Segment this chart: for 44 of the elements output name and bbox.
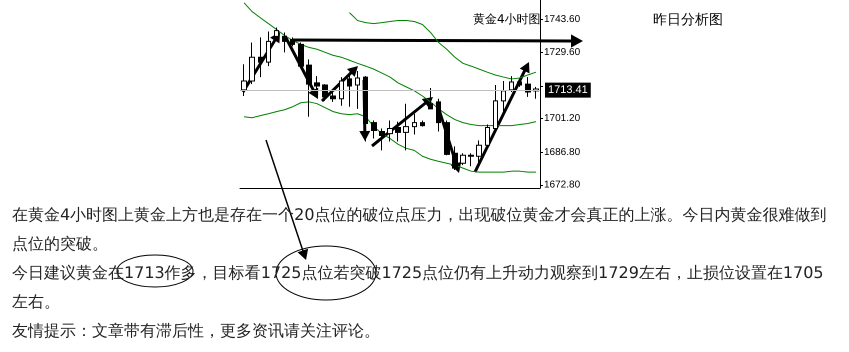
candlestick [509,76,514,93]
candlestick [241,64,247,96]
candlestick [330,92,336,102]
y-tick-label: 1743.60 [544,14,581,26]
candlestick [306,58,312,118]
candlestick [395,121,401,142]
candlestick [379,128,385,151]
text: 黄金4小时图 [473,12,541,26]
candlestick [476,140,482,164]
candlestick [355,70,360,110]
candlestick [468,152,474,167]
candlestick [436,98,441,132]
candlestick [412,113,417,136]
line-series [244,101,536,173]
candlestick [347,74,352,108]
candlestick [403,103,409,151]
candlestick [517,78,522,88]
text: 昨日分析图 [653,12,723,28]
candlestick [485,124,490,147]
candlestick [266,31,271,67]
candlestick [387,120,393,142]
candlestick [258,36,263,78]
candlestick [339,76,344,106]
candlestick [493,84,498,132]
candlestick [322,84,328,102]
y-tick-label: 1701.20 [544,113,581,124]
text: 友情提示：文章带有滞后性，更多资讯请关注评论。 [12,320,381,342]
y-tick-label: 1672.80 [544,179,581,190]
candlestick [525,76,531,98]
candlestick [249,42,255,85]
candlestick [420,120,425,128]
candlestick [428,88,433,110]
ref-line-label: 1713.41 [548,84,588,96]
candlestick [298,42,304,68]
y-tick-label: 1686.80 [544,146,581,158]
candlestick [290,36,295,47]
candlestick [371,120,377,139]
candlestick [452,146,458,171]
candlestick [282,32,287,53]
candlestick [501,80,506,114]
candlestick [363,76,368,142]
candlestick [460,152,466,166]
y-tick-label: 1729.60 [544,46,581,58]
candlestick [444,120,450,156]
